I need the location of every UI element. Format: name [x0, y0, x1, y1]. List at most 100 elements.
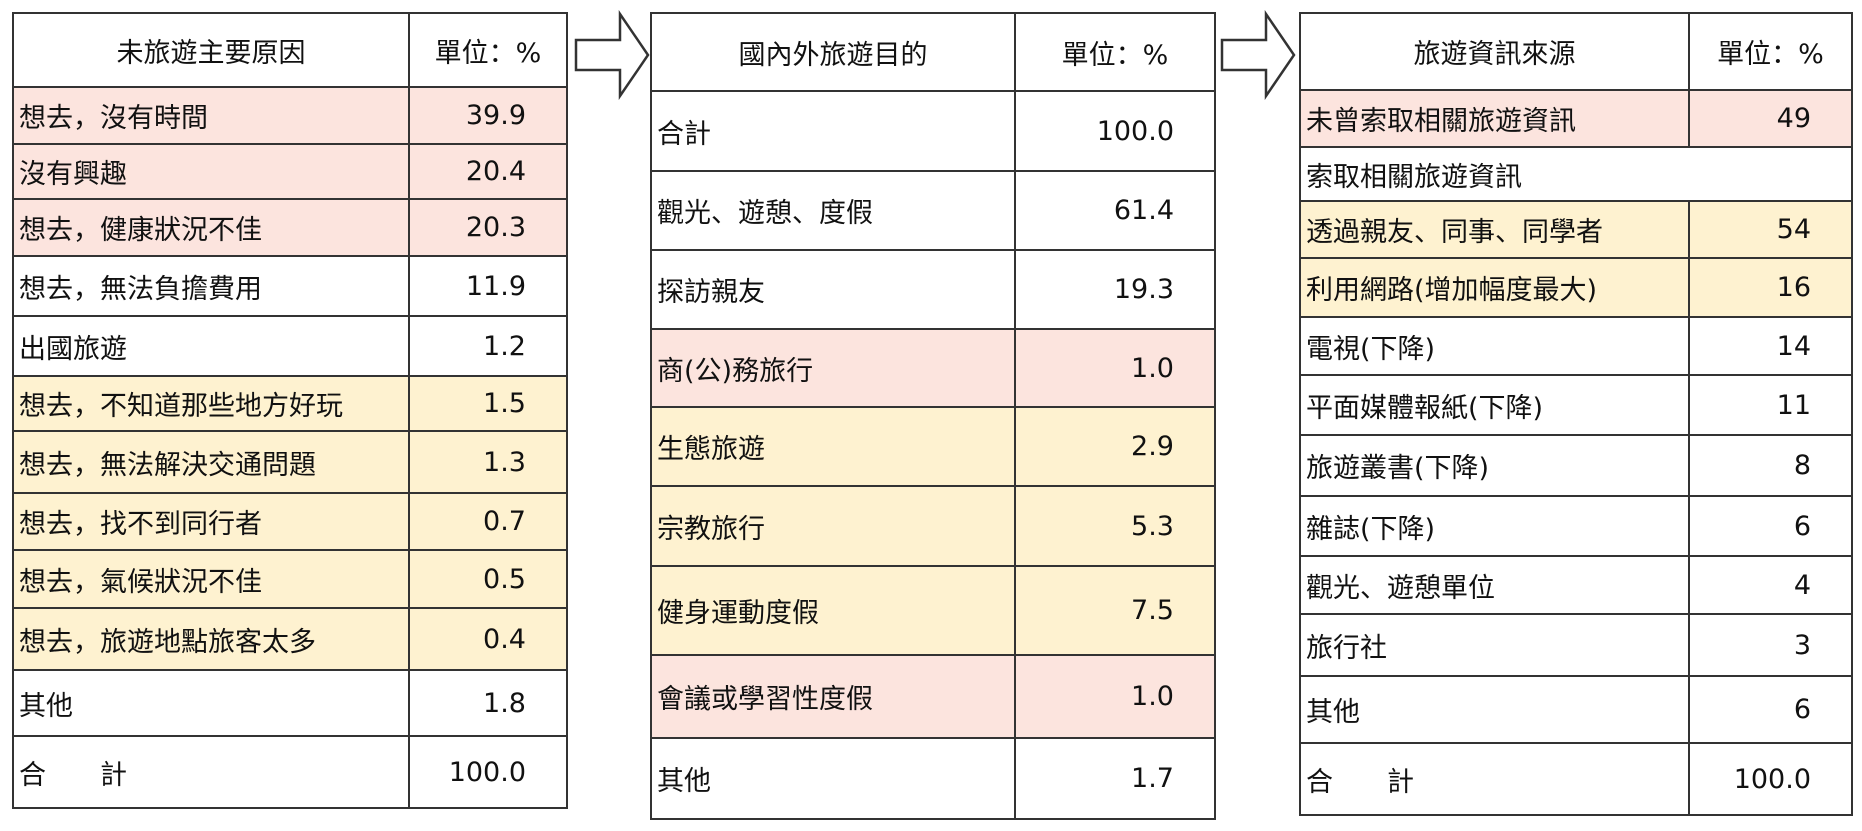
table-row: 宗教旅行 5.3	[650, 485, 1216, 567]
row-value: 2.9	[1014, 406, 1216, 487]
row-value: 1.2	[408, 315, 568, 377]
table-row: 商(公)務旅行 1.0	[650, 328, 1216, 408]
table-row: 健身運動度假 7.5	[650, 565, 1216, 656]
row-value: 6	[1688, 495, 1853, 557]
row-value: 1.0	[1014, 328, 1216, 408]
row-value: 11.9	[408, 255, 568, 317]
row-label: 健身運動度假	[650, 565, 1016, 656]
header-unit: 單位：%	[408, 12, 568, 88]
travel-info-source-table: 旅遊資訊來源 單位：% 未曾索取相關旅遊資訊 49 索取相關旅遊資訊 透過親友、同…	[1299, 12, 1853, 816]
table-row: 其他 6	[1299, 675, 1853, 744]
right-arrow-icon	[1220, 10, 1296, 100]
table-row: 觀光、遊憩單位 4	[1299, 555, 1853, 615]
row-label: 透過親友、同事、同學者	[1299, 200, 1690, 259]
row-value: 16	[1688, 257, 1853, 318]
row-label: 想去，不知道那些地方好玩	[12, 375, 410, 432]
row-label: 想去，沒有時間	[12, 86, 410, 145]
row-value: 14	[1688, 316, 1853, 376]
row-value: 100.0	[1688, 742, 1853, 816]
row-value: 0.7	[408, 492, 568, 551]
table-row: 雜誌(下降) 6	[1299, 495, 1853, 557]
table-row: 其他 1.8	[12, 669, 568, 737]
table-row: 想去，無法解決交通問題 1.3	[12, 430, 568, 494]
row-label: 其他	[12, 669, 410, 737]
row-label: 電視(下降)	[1299, 316, 1690, 376]
row-value: 1.5	[408, 375, 568, 432]
row-value: 8	[1688, 434, 1853, 497]
header-label: 國內外旅遊目的	[650, 12, 1016, 92]
table-total-row: 合 計 100.0	[1299, 742, 1853, 816]
row-value: 1.0	[1014, 654, 1216, 739]
table-total-row: 合 計 100.0	[12, 735, 568, 809]
row-label: 其他	[1299, 675, 1690, 744]
table-row: 想去，旅遊地點旅客太多 0.4	[12, 607, 568, 671]
table-header-row: 未旅遊主要原因 單位：%	[12, 12, 568, 88]
row-value: 49	[1688, 89, 1853, 148]
row-label: 其他	[650, 737, 1016, 820]
table-section-row: 索取相關旅遊資訊	[1299, 146, 1853, 202]
row-value: 19.3	[1014, 249, 1216, 330]
table-row: 生態旅遊 2.9	[650, 406, 1216, 487]
row-label: 旅行社	[1299, 613, 1690, 677]
row-value: 39.9	[408, 86, 568, 145]
row-value: 1.8	[408, 669, 568, 737]
travel-purpose-table: 國內外旅遊目的 單位：% 合計 100.0 觀光、遊憩、度假 61.4 探訪親友 19…	[650, 12, 1216, 820]
header-label: 未旅遊主要原因	[12, 12, 410, 88]
table-row: 平面媒體報紙(下降) 11	[1299, 374, 1853, 436]
row-value: 54	[1688, 200, 1853, 259]
row-label: 旅遊叢書(下降)	[1299, 434, 1690, 497]
row-label: 生態旅遊	[650, 406, 1016, 487]
row-label: 沒有興趣	[12, 143, 410, 200]
row-value: 20.3	[408, 198, 568, 257]
table-row: 旅遊叢書(下降) 8	[1299, 434, 1853, 497]
row-value: 20.4	[408, 143, 568, 200]
row-value: 0.5	[408, 549, 568, 609]
row-value: 100.0	[1014, 90, 1216, 172]
row-label: 宗教旅行	[650, 485, 1016, 567]
row-label: 想去，無法解決交通問題	[12, 430, 410, 494]
table-row: 旅行社 3	[1299, 613, 1853, 677]
table-row: 觀光、遊憩、度假 61.4	[650, 170, 1216, 251]
row-label: 想去，找不到同行者	[12, 492, 410, 551]
row-label: 雜誌(下降)	[1299, 495, 1690, 557]
row-value: 11	[1688, 374, 1853, 436]
header-unit: 單位：%	[1688, 12, 1853, 91]
table-row: 透過親友、同事、同學者 54	[1299, 200, 1853, 259]
row-label: 會議或學習性度假	[650, 654, 1016, 739]
row-value: 5.3	[1014, 485, 1216, 567]
row-label: 想去，健康狀況不佳	[12, 198, 410, 257]
table-row: 其他 1.7	[650, 737, 1216, 820]
table-row: 想去，無法負擔費用 11.9	[12, 255, 568, 317]
row-label: 想去，旅遊地點旅客太多	[12, 607, 410, 671]
row-value: 3	[1688, 613, 1853, 677]
table-header-row: 國內外旅遊目的 單位：%	[650, 12, 1216, 92]
table-row: 沒有興趣 20.4	[12, 143, 568, 200]
table-row: 電視(下降) 14	[1299, 316, 1853, 376]
row-value: 4	[1688, 555, 1853, 615]
row-label: 探訪親友	[650, 249, 1016, 330]
table-row: 利用網路(增加幅度最大) 16	[1299, 257, 1853, 318]
row-label: 觀光、遊憩單位	[1299, 555, 1690, 615]
table-row: 出國旅遊 1.2	[12, 315, 568, 377]
section-label: 索取相關旅遊資訊	[1299, 146, 1853, 202]
table-row: 會議或學習性度假 1.0	[650, 654, 1216, 739]
row-value: 7.5	[1014, 565, 1216, 656]
row-label: 合計	[650, 90, 1016, 172]
row-value: 1.3	[408, 430, 568, 494]
row-label: 合 計	[12, 735, 410, 809]
row-label: 出國旅遊	[12, 315, 410, 377]
row-label: 未曾索取相關旅遊資訊	[1299, 89, 1690, 148]
table-row: 想去，沒有時間 39.9	[12, 86, 568, 145]
table-header-row: 旅遊資訊來源 單位：%	[1299, 12, 1853, 91]
table-row: 探訪親友 19.3	[650, 249, 1216, 330]
row-label: 想去，氣候狀況不佳	[12, 549, 410, 609]
row-value: 61.4	[1014, 170, 1216, 251]
right-arrow-icon	[574, 10, 650, 100]
header-unit: 單位：%	[1014, 12, 1216, 92]
table-row: 想去，健康狀況不佳 20.3	[12, 198, 568, 257]
row-label: 想去，無法負擔費用	[12, 255, 410, 317]
row-value: 1.7	[1014, 737, 1216, 820]
row-value: 0.4	[408, 607, 568, 671]
table-row: 想去，不知道那些地方好玩 1.5	[12, 375, 568, 432]
table-row: 想去，找不到同行者 0.7	[12, 492, 568, 551]
